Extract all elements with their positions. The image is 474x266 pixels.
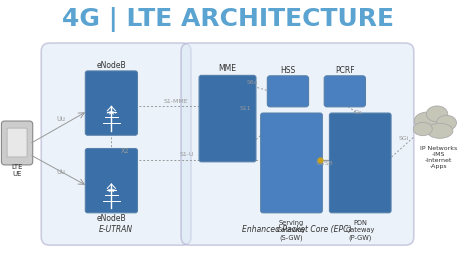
Text: S6a: S6a: [246, 80, 258, 85]
Text: S1-U: S1-U: [180, 152, 195, 157]
Text: MME: MME: [219, 64, 237, 73]
FancyBboxPatch shape: [267, 76, 309, 107]
Text: PDN
Gateway
(P-GW): PDN Gateway (P-GW): [346, 220, 375, 241]
Text: eNodeB: eNodeB: [97, 61, 126, 70]
Text: Uu: Uu: [56, 116, 65, 122]
FancyBboxPatch shape: [261, 113, 322, 213]
Text: Uu: Uu: [56, 169, 65, 175]
FancyBboxPatch shape: [1, 121, 33, 165]
Ellipse shape: [427, 123, 453, 138]
Text: Serving
Gateway
(S-GW): Serving Gateway (S-GW): [277, 220, 306, 241]
FancyBboxPatch shape: [324, 76, 365, 107]
FancyBboxPatch shape: [329, 113, 391, 213]
Ellipse shape: [437, 115, 456, 130]
Text: S11: S11: [239, 106, 251, 111]
Text: IP Networks
-IMS
-Internet
-Apps: IP Networks -IMS -Internet -Apps: [420, 146, 457, 169]
Ellipse shape: [414, 112, 439, 130]
FancyBboxPatch shape: [7, 128, 27, 157]
FancyBboxPatch shape: [85, 148, 137, 213]
Text: 4G | LTE ARCHITECTURE: 4G | LTE ARCHITECTURE: [62, 7, 393, 32]
Text: Enhanced Packet Core (EPC): Enhanced Packet Core (EPC): [241, 225, 351, 234]
Text: eNodeB: eNodeB: [97, 214, 126, 223]
FancyBboxPatch shape: [199, 75, 256, 162]
Ellipse shape: [413, 122, 432, 136]
Text: HSS: HSS: [280, 66, 296, 75]
FancyBboxPatch shape: [85, 71, 137, 135]
Text: Gx: Gx: [353, 110, 362, 115]
FancyBboxPatch shape: [181, 43, 414, 245]
Text: SGi: SGi: [398, 136, 409, 141]
Text: S5/S8: S5/S8: [315, 160, 333, 165]
Text: LTE
UE: LTE UE: [11, 164, 23, 177]
Text: S1-MME: S1-MME: [164, 99, 188, 104]
Ellipse shape: [427, 106, 448, 122]
FancyBboxPatch shape: [41, 43, 191, 245]
Text: X2: X2: [121, 148, 129, 154]
Text: PCRF: PCRF: [335, 66, 355, 75]
Text: E-UTRAN: E-UTRAN: [99, 225, 133, 234]
